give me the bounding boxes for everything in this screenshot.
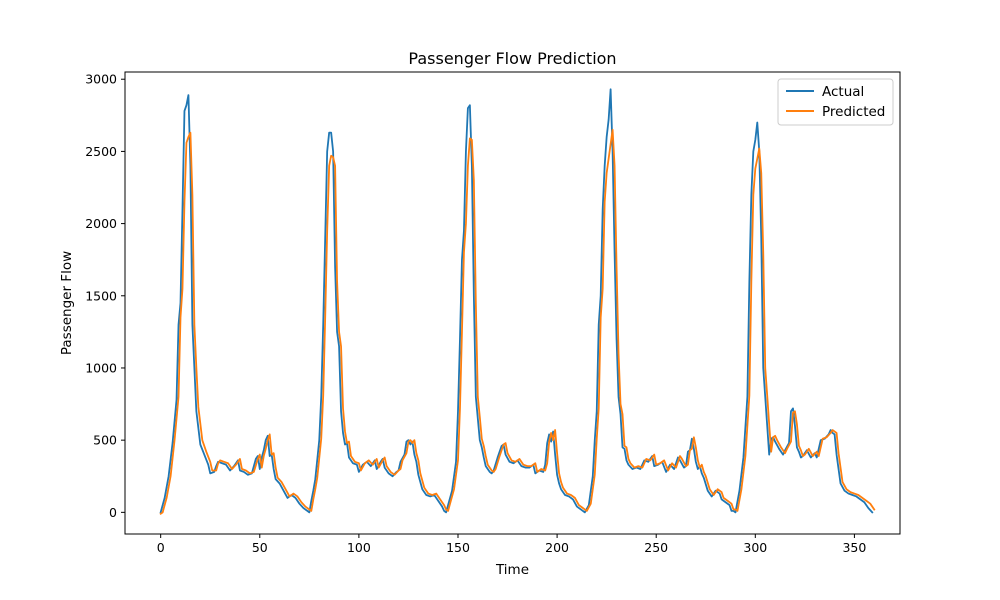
y-tick-label: 2500 (85, 144, 117, 159)
y-tick-label: 3000 (85, 72, 117, 87)
y-axis-label: Passenger Flow (59, 251, 75, 355)
x-axis-ticks: 0 50 100 150 200 250 300 350 (157, 534, 866, 555)
x-tick-label: 100 (347, 540, 371, 555)
plot-area (125, 72, 900, 534)
x-tick-label: 250 (644, 540, 668, 555)
x-tick-label: 150 (446, 540, 470, 555)
legend-label-predicted: Predicted (822, 104, 885, 120)
y-tick-label: 1000 (85, 360, 117, 375)
x-axis-label: Time (495, 562, 529, 578)
series-layer (159, 88, 876, 516)
x-tick-label: 50 (252, 540, 268, 555)
y-tick-label: 2000 (85, 216, 117, 231)
y-tick-label: 500 (93, 433, 117, 448)
legend-label-actual: Actual (822, 84, 864, 100)
x-tick-label: 200 (545, 540, 569, 555)
x-tick-label: 0 (157, 540, 165, 555)
series-line-predicted (159, 128, 876, 516)
y-tick-label: 1500 (85, 288, 117, 303)
y-axis-ticks: 0 500 1000 1500 2000 2500 3000 (85, 72, 125, 520)
legend: Actual Predicted (777, 78, 894, 126)
x-tick-label: 300 (743, 540, 767, 555)
x-tick-label: 350 (842, 540, 866, 555)
series-line-actual (159, 88, 874, 514)
y-tick-label: 0 (109, 505, 117, 520)
axes-frame (124, 71, 901, 535)
chart-title: Passenger Flow Prediction (408, 49, 616, 68)
